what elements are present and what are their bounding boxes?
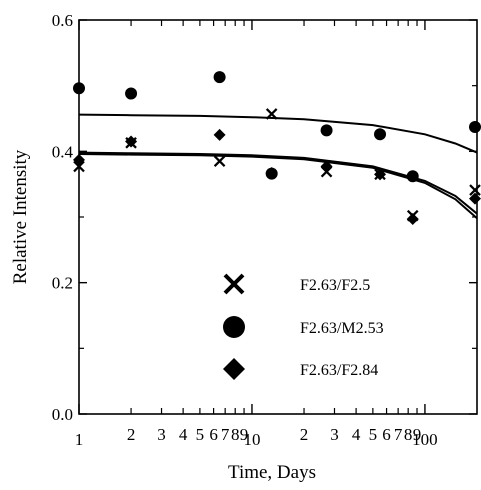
fit-curves: [78, 113, 478, 220]
x-axis-label: Time, Days: [228, 462, 316, 483]
x-minor-tick-label: 2: [127, 425, 136, 444]
fit-curve: [78, 113, 478, 154]
data-point-circle: [73, 82, 85, 95]
data-point-circle: [213, 71, 226, 84]
data-point-circle: [374, 128, 387, 141]
data-points: [73, 71, 481, 225]
legend-marker-diamond: [223, 358, 245, 380]
legend-marker-x: [223, 273, 245, 295]
data-point-diamond: [265, 167, 278, 180]
x-minor-tick-label: 7: [221, 425, 230, 444]
data-point-x: [213, 155, 226, 167]
x-minor-tick-label: 7: [394, 425, 403, 444]
data-point-circle: [469, 121, 481, 134]
legend-label: F2.63/F2.84: [300, 362, 378, 379]
x-minor-tick-label: 5: [369, 425, 378, 444]
fit-curve: [78, 151, 478, 215]
data-point-circle: [125, 87, 138, 100]
legend: F2.63/F2.5 F2.63/M2.53 F2.63/F2.84: [223, 273, 384, 380]
x-minor-tick-label: 8: [231, 425, 240, 444]
data-point-diamond: [406, 212, 419, 225]
x-minor-tick-label: 3: [330, 425, 339, 444]
y-axis-label: Relative Intensity: [10, 149, 31, 284]
data-point-diamond: [213, 128, 226, 141]
plot-frame: [78, 19, 478, 415]
data-point-diamond: [73, 153, 85, 166]
data-point-diamond: [469, 192, 481, 205]
legend-label: F2.63/F2.5: [300, 277, 370, 294]
x-minor-tick-label: 9: [240, 425, 249, 444]
x-major-tick-label: 100: [412, 430, 438, 449]
data-point-circle: [406, 170, 419, 183]
y-tick-label: 0.0: [52, 405, 73, 424]
x-minor-tick-label: 6: [382, 425, 391, 444]
x-minor-tick-label: 8: [404, 425, 413, 444]
data-point-diamond: [374, 168, 387, 181]
x-minor-tick-label: 9: [413, 425, 422, 444]
data-point-x: [265, 108, 278, 120]
y-tick-label: 0.2: [52, 274, 73, 293]
fit-curve: [78, 153, 478, 220]
data-point-x: [469, 184, 481, 196]
x-minor-tick-label: 6: [209, 425, 218, 444]
legend-marker-circle: [223, 316, 245, 338]
axis-ticks: [78, 19, 477, 415]
data-point-x: [73, 160, 85, 173]
x-minor-tick-label: 4: [179, 425, 188, 444]
x-major-tick-label: 10: [243, 430, 260, 449]
y-tick-label: 0.6: [52, 11, 73, 30]
x-minor-tick-label: 4: [352, 425, 361, 444]
x-major-tick-label: 1: [75, 430, 84, 449]
data-point-circle: [320, 124, 333, 137]
x-minor-tick-label: 2: [300, 425, 309, 444]
data-point-diamond: [125, 135, 138, 148]
data-point-diamond: [320, 160, 333, 173]
legend-label: F2.63/M2.53: [300, 320, 384, 337]
x-minor-tick-label: 5: [196, 425, 205, 444]
x-minor-tick-label: 3: [157, 425, 166, 444]
y-tick-label: 0.4: [52, 142, 74, 161]
